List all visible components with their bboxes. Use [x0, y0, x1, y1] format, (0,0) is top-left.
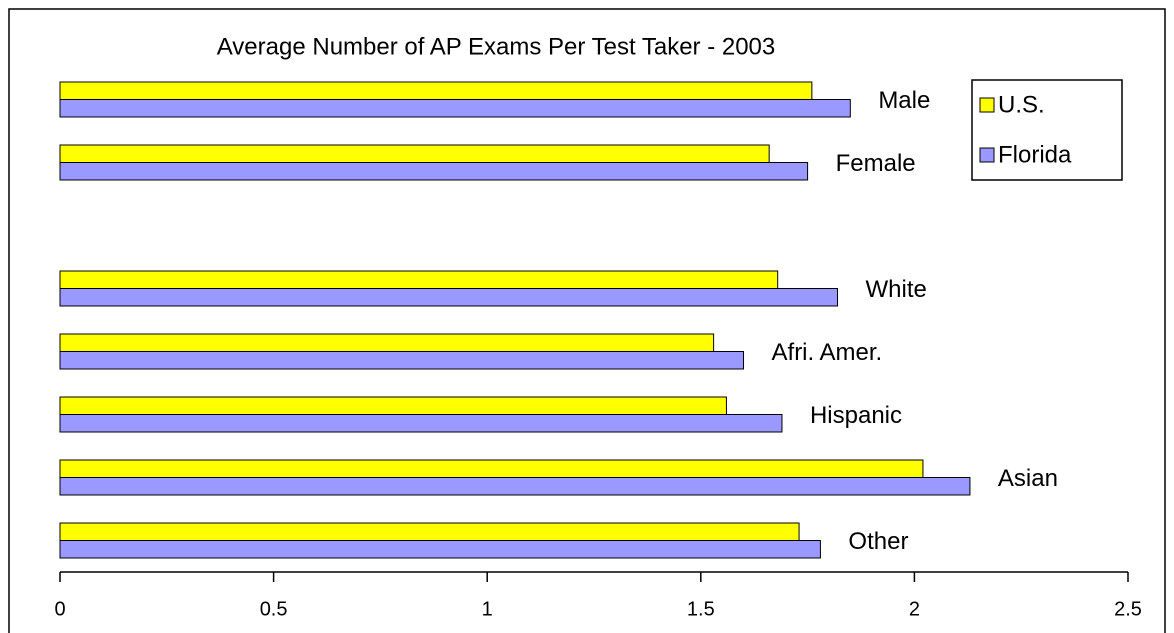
bar — [59, 540, 821, 559]
x-tick-label: 1 — [482, 598, 493, 620]
bar — [59, 144, 770, 163]
x-tick-label: 2 — [909, 598, 920, 620]
category-label: Afri. Amer. — [772, 339, 883, 366]
bar — [59, 162, 809, 181]
bar — [59, 459, 924, 478]
legend-box — [971, 79, 1123, 181]
bar — [59, 333, 715, 352]
x-tick-label: 0 — [54, 598, 65, 620]
category-label: Other — [848, 528, 908, 555]
bar — [59, 477, 971, 496]
bar — [59, 522, 800, 541]
x-tick-label: 0.5 — [260, 598, 288, 620]
bar — [59, 351, 745, 370]
x-tick-label: 2.5 — [1114, 598, 1142, 620]
legend-label: U.S. — [998, 91, 1045, 118]
legend-swatch — [979, 97, 995, 113]
legend-swatch — [979, 147, 995, 163]
bar — [59, 270, 779, 289]
chart-title: Average Number of AP Exams Per Test Take… — [217, 33, 776, 60]
category-label: Female — [836, 150, 916, 177]
category-label: Hispanic — [810, 402, 902, 429]
bar — [59, 288, 839, 307]
category-label: Asian — [998, 465, 1058, 492]
x-tick-label: 1.5 — [687, 598, 715, 620]
category-label: White — [866, 276, 927, 303]
bar — [59, 81, 813, 100]
bar — [59, 99, 851, 118]
category-label: Male — [878, 87, 930, 114]
bar — [59, 414, 783, 433]
legend-label: Florida — [998, 141, 1072, 168]
bar — [59, 396, 727, 415]
